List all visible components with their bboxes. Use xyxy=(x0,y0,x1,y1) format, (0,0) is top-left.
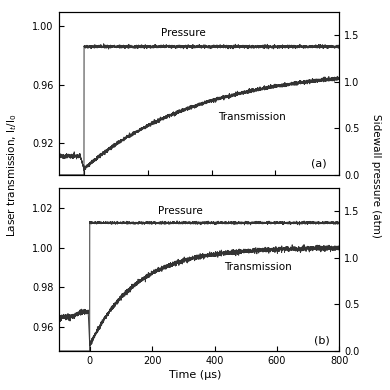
Text: Sidewall pressure (atm): Sidewall pressure (atm) xyxy=(371,113,381,238)
Text: Laser transmission, I$_t$/I$_0$: Laser transmission, I$_t$/I$_0$ xyxy=(5,114,19,237)
Text: Pressure: Pressure xyxy=(158,206,203,216)
Text: Transmission: Transmission xyxy=(218,112,286,122)
Text: Time (μs): Time (μs) xyxy=(169,370,221,380)
Text: (a): (a) xyxy=(311,159,326,169)
Text: Pressure: Pressure xyxy=(161,28,206,38)
Text: Transmission: Transmission xyxy=(224,262,292,273)
Text: (b): (b) xyxy=(314,335,330,345)
